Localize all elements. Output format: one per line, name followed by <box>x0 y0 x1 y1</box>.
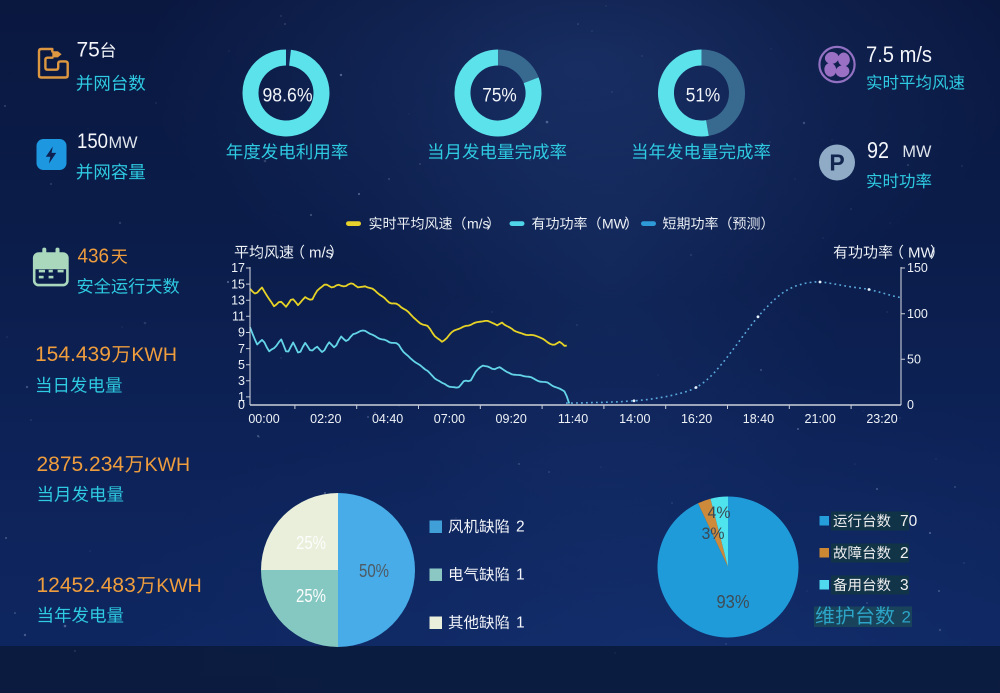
svg-text:KWH: KWH <box>145 454 191 476</box>
svg-text:0: 0 <box>238 398 245 412</box>
svg-text:04:40: 04:40 <box>372 412 403 426</box>
svg-text:13: 13 <box>231 293 245 307</box>
svg-text:25%: 25% <box>296 532 326 553</box>
svg-text:75%: 75% <box>482 85 517 107</box>
svg-text:2: 2 <box>516 519 525 536</box>
svg-text:70: 70 <box>900 513 918 530</box>
svg-text:3: 3 <box>900 577 909 594</box>
svg-text:09:20: 09:20 <box>496 412 527 426</box>
svg-text:11: 11 <box>232 310 245 324</box>
svg-text:0: 0 <box>907 398 914 412</box>
svg-text:51%: 51% <box>686 85 721 107</box>
svg-text:MW: MW <box>109 133 138 152</box>
svg-text:21:00: 21:00 <box>805 412 836 426</box>
svg-text:18:40: 18:40 <box>743 412 774 426</box>
svg-text:100: 100 <box>907 307 928 321</box>
svg-text:P: P <box>829 150 844 176</box>
svg-text:9: 9 <box>238 326 245 340</box>
svg-text:2: 2 <box>902 608 911 627</box>
svg-text:KWH: KWH <box>156 575 202 597</box>
svg-text:m/s: m/s <box>467 216 490 232</box>
svg-text:12452.483: 12452.483 <box>37 574 136 597</box>
svg-text:m/s: m/s <box>309 245 333 262</box>
svg-text:23:20: 23:20 <box>866 412 897 426</box>
svg-text:2: 2 <box>900 545 909 562</box>
svg-text:7: 7 <box>238 342 245 356</box>
svg-text:02:20: 02:20 <box>310 412 341 426</box>
svg-text:50%: 50% <box>359 560 389 581</box>
svg-text:MW: MW <box>902 142 931 161</box>
svg-text:MW: MW <box>908 245 935 262</box>
svg-text:00:00: 00:00 <box>248 412 279 426</box>
svg-text:4%: 4% <box>708 503 731 522</box>
svg-text:14:00: 14:00 <box>619 412 650 426</box>
svg-text:3: 3 <box>238 374 245 388</box>
svg-text:75: 75 <box>77 39 100 62</box>
svg-text:KWH: KWH <box>131 344 177 366</box>
svg-text:154.439: 154.439 <box>35 343 111 366</box>
svg-text:93%: 93% <box>717 591 750 612</box>
svg-text:07:00: 07:00 <box>434 412 465 426</box>
svg-text:2875.234: 2875.234 <box>37 453 125 476</box>
svg-text:50: 50 <box>907 353 921 367</box>
svg-text:150: 150 <box>907 261 928 275</box>
svg-text:1: 1 <box>238 390 245 404</box>
svg-text:15: 15 <box>231 277 245 291</box>
svg-text:1: 1 <box>516 567 525 584</box>
svg-text:16:20: 16:20 <box>681 412 712 426</box>
svg-text:11:40: 11:40 <box>558 412 588 426</box>
svg-text:17: 17 <box>231 261 245 275</box>
svg-text:5: 5 <box>238 358 245 372</box>
svg-text:92: 92 <box>867 137 889 163</box>
svg-text:436: 436 <box>78 246 110 268</box>
svg-text:3%: 3% <box>702 524 725 543</box>
svg-text:MW: MW <box>602 216 628 232</box>
svg-text:98.6%: 98.6% <box>263 85 313 107</box>
svg-text:25%: 25% <box>296 585 326 606</box>
svg-text:1: 1 <box>516 615 525 632</box>
svg-text:7.5 m/s: 7.5 m/s <box>866 42 932 67</box>
svg-text:150: 150 <box>77 130 108 153</box>
